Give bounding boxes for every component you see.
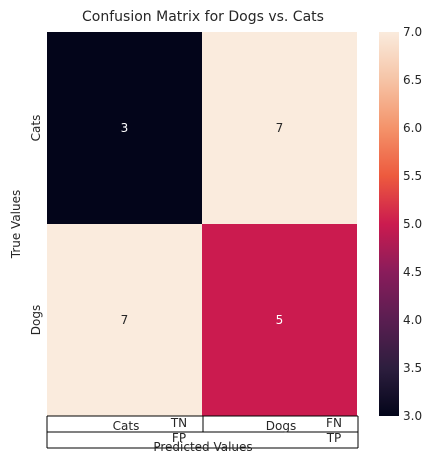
heatmap-cell bbox=[202, 32, 357, 224]
y-axis-label: True Values bbox=[9, 190, 23, 260]
y-tick-label: Cats bbox=[29, 115, 43, 142]
heatmap-cells bbox=[47, 32, 357, 416]
y-tick-label: Dogs bbox=[29, 305, 43, 335]
summary-table: Cats TN Dogs FN FP TP bbox=[46, 415, 359, 449]
colorbar-tick-label: 4.0 bbox=[403, 313, 422, 327]
heatmap-cell-value: 5 bbox=[276, 313, 284, 327]
colorbar-tick-label: 5.5 bbox=[403, 169, 422, 183]
heatmap-cell bbox=[202, 224, 357, 416]
heatmap-cell-value: 7 bbox=[276, 121, 284, 135]
heatmap-cell bbox=[47, 32, 202, 224]
colorbar-tick-label: 3.0 bbox=[403, 409, 422, 423]
table-cell: Dogs bbox=[266, 419, 296, 433]
colorbar-tick-label: 6.0 bbox=[403, 121, 422, 135]
heatmap-cell-value: 7 bbox=[121, 313, 129, 327]
heatmap-cell-labels: 3 7 7 5 bbox=[121, 121, 284, 327]
colorbar-ticks: 3.0 3.5 4.0 4.5 5.0 5.5 6.0 6.5 7.0 bbox=[403, 25, 422, 423]
table-cell: FP bbox=[172, 431, 186, 445]
table-cell: TN bbox=[170, 416, 187, 430]
heatmap-cell bbox=[47, 224, 202, 416]
colorbar-tick-label: 5.0 bbox=[403, 217, 422, 231]
table-cell: TP bbox=[326, 431, 342, 445]
colorbar-tick-label: 6.5 bbox=[403, 73, 422, 87]
y-tick-labels: Cats Dogs bbox=[29, 115, 43, 336]
x-axis-label: Predicted Values bbox=[153, 440, 252, 454]
colorbar bbox=[379, 32, 399, 416]
colorbar-tick-label: 4.5 bbox=[403, 265, 422, 279]
table-cell: FN bbox=[326, 416, 342, 430]
heatmap-cell-value: 3 bbox=[121, 121, 129, 135]
chart-title: Confusion Matrix for Dogs vs. Cats bbox=[82, 9, 324, 25]
colorbar-tick-label: 3.5 bbox=[403, 361, 422, 375]
colorbar-tick-label: 7.0 bbox=[403, 25, 422, 39]
table-cell: Cats bbox=[113, 419, 140, 433]
